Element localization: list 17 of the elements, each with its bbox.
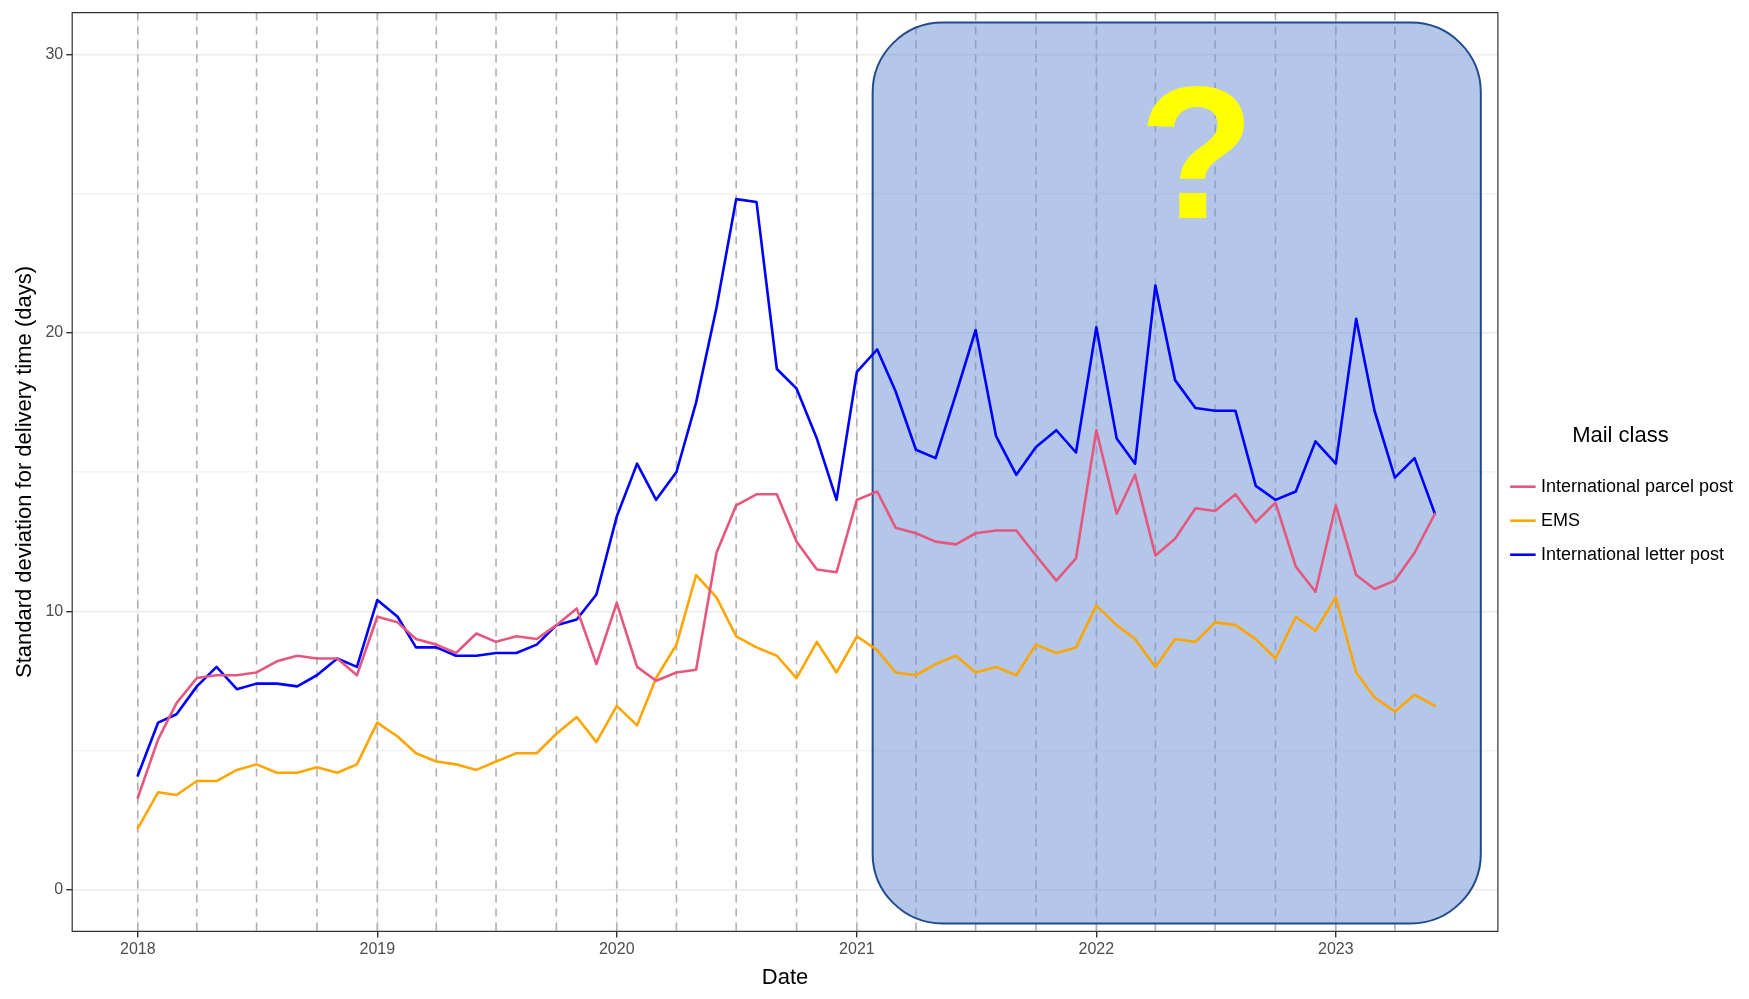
- y-tick-label: 20: [45, 323, 64, 341]
- x-tick-label: 2018: [120, 940, 156, 958]
- legend-label: EMS: [1540, 509, 1580, 530]
- x-tick-label: 2019: [359, 940, 396, 958]
- y-tick-label: 30: [45, 44, 64, 62]
- y-axis-title: Standard deviation for delivery time (days): [11, 265, 37, 679]
- y-tick-label: 10: [45, 601, 64, 619]
- legend-label: International letter post: [1540, 543, 1724, 564]
- x-tick-label: 2022: [1078, 940, 1115, 958]
- x-tick-label: 2020: [598, 940, 635, 958]
- x-tick-label: 2023: [1318, 940, 1354, 958]
- band-label: ?: [1138, 45, 1255, 258]
- x-axis-title: Date: [761, 963, 809, 989]
- x-tick-label: 2021: [839, 940, 875, 958]
- legend-label: International parcel post: [1540, 475, 1733, 496]
- y-tick-label: 0: [54, 880, 64, 898]
- legend-title: Mail class: [1572, 422, 1669, 448]
